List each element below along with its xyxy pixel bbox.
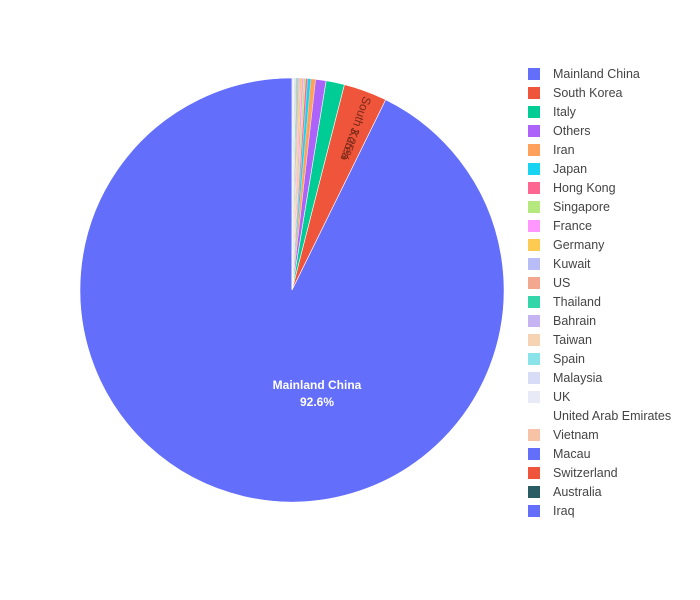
legend-item-australia[interactable]: Australia — [526, 483, 696, 502]
legend-item-united-arab-emirates[interactable]: United Arab Emirates — [526, 407, 696, 426]
legend-item-france[interactable]: France — [526, 217, 696, 236]
legend-label: Japan — [553, 162, 588, 176]
legend-label: US — [553, 276, 571, 290]
legend-label: Singapore — [553, 200, 610, 214]
legend-label: Taiwan — [553, 333, 592, 347]
legend-item-italy[interactable]: Italy — [526, 103, 696, 122]
legend-label: Macau — [553, 447, 591, 461]
legend-swatch — [528, 163, 540, 175]
legend-label: Malaysia — [553, 371, 603, 385]
legend-swatch — [528, 220, 540, 232]
legend-label: Italy — [553, 105, 576, 119]
legend-label: South Korea — [553, 86, 623, 100]
legend-item-kuwait[interactable]: Kuwait — [526, 255, 696, 274]
legend-swatch — [528, 372, 540, 384]
legend-swatch — [528, 125, 540, 137]
legend-label: Iraq — [553, 504, 575, 518]
legend-swatch — [528, 239, 540, 251]
legend-item-germany[interactable]: Germany — [526, 236, 696, 255]
legend-label: Kuwait — [553, 257, 591, 271]
legend: Mainland China South Korea Italy Others Iran… — [526, 65, 696, 521]
legend-item-south-korea[interactable]: South Korea — [526, 84, 696, 103]
legend-item-macau[interactable]: Macau — [526, 445, 696, 464]
legend-swatch — [528, 315, 540, 327]
legend-item-singapore[interactable]: Singapore — [526, 198, 696, 217]
legend-label: UK — [553, 390, 571, 404]
legend-item-uk[interactable]: UK — [526, 388, 696, 407]
legend-item-vietnam[interactable]: Vietnam — [526, 426, 696, 445]
legend-swatch — [528, 106, 540, 118]
legend-label: Germany — [553, 238, 605, 252]
legend-swatch — [528, 410, 540, 422]
legend-item-hong-kong[interactable]: Hong Kong — [526, 179, 696, 198]
legend-label: Mainland China — [553, 67, 640, 81]
legend-swatch — [528, 182, 540, 194]
legend-swatch — [528, 68, 540, 80]
legend-item-spain[interactable]: Spain — [526, 350, 696, 369]
legend-item-bahrain[interactable]: Bahrain — [526, 312, 696, 331]
legend-item-switzerland[interactable]: Switzerland — [526, 464, 696, 483]
legend-label: United Arab Emirates — [553, 409, 672, 423]
legend-swatch — [528, 334, 540, 346]
legend-label: Spain — [553, 352, 585, 366]
legend-label: Vietnam — [553, 428, 599, 442]
slice-label-mainland-china: Mainland China — [273, 378, 362, 392]
legend-swatch — [528, 201, 540, 213]
legend-swatch — [528, 87, 540, 99]
legend-label: Others — [553, 124, 591, 138]
legend-item-mainland-china[interactable]: Mainland China — [526, 65, 696, 84]
legend-label: Australia — [553, 485, 602, 499]
legend-swatch — [528, 448, 540, 460]
legend-swatch — [528, 277, 540, 289]
legend-swatch — [528, 486, 540, 498]
legend-label: Hong Kong — [553, 181, 616, 195]
legend-swatch — [528, 467, 540, 479]
pie-slices — [79, 77, 505, 503]
legend-swatch — [528, 353, 540, 365]
legend-swatch — [528, 144, 540, 156]
legend-item-others[interactable]: Others — [526, 122, 696, 141]
legend-label: Iran — [553, 143, 575, 157]
legend-swatch — [528, 505, 540, 517]
legend-label: Thailand — [553, 295, 601, 309]
legend-label: Switzerland — [553, 466, 618, 480]
legend-item-us[interactable]: US — [526, 274, 696, 293]
legend-swatch — [528, 391, 540, 403]
slice-value-mainland-china: 92.6% — [300, 395, 334, 409]
legend-item-thailand[interactable]: Thailand — [526, 293, 696, 312]
legend-item-malaysia[interactable]: Malaysia — [526, 369, 696, 388]
legend-swatch — [528, 429, 540, 441]
legend-item-iraq[interactable]: Iraq — [526, 502, 696, 521]
legend-label: France — [553, 219, 592, 233]
legend-swatch — [528, 258, 540, 270]
legend-label: Bahrain — [553, 314, 597, 328]
legend-item-iran[interactable]: Iran — [526, 141, 696, 160]
legend-swatch — [528, 296, 540, 308]
legend-item-japan[interactable]: Japan — [526, 160, 696, 179]
legend-item-taiwan[interactable]: Taiwan — [526, 331, 696, 350]
